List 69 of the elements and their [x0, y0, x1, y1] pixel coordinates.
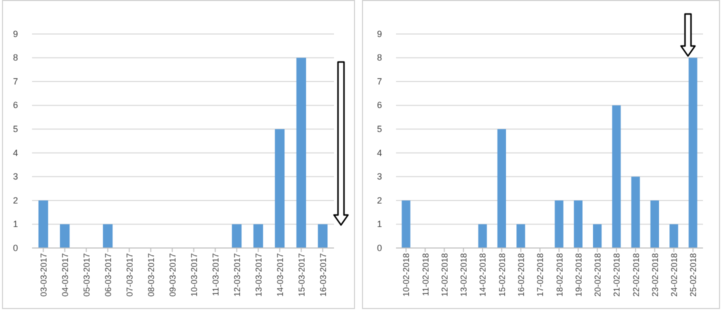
y-tick-label: 5 [12, 124, 18, 134]
bar [650, 200, 660, 248]
x-tick-label: 09-03-2017 [167, 252, 178, 297]
bar [554, 200, 564, 248]
bar [516, 224, 526, 248]
x-tick-label: 12-02-2018 [439, 252, 450, 297]
x-tick-label: 08-03-2017 [146, 252, 156, 297]
bar [60, 224, 70, 248]
x-tick-label: 07-03-2017 [124, 252, 134, 297]
bar [232, 224, 242, 248]
y-tick-label: 0 [376, 242, 382, 253]
x-tick-label: 11-02-2018 [420, 252, 430, 296]
x-tick-label: 17-02-2018 [535, 252, 546, 297]
x-tick-label: 04-03-2017 [60, 252, 70, 297]
y-tick-label: 3 [376, 172, 382, 182]
y-tick-label: 5 [376, 124, 382, 134]
bar [631, 176, 640, 248]
bar [478, 224, 487, 248]
x-tick-label: 19-02-2018 [573, 252, 584, 297]
x-tick-label: 06-03-2017 [102, 252, 113, 297]
bar [318, 224, 328, 248]
bar [612, 105, 621, 248]
y-tick-label: 2 [12, 195, 18, 206]
bar [574, 200, 582, 248]
x-tick-label: 24-02-2018 [669, 252, 680, 297]
y-tick-label: 3 [12, 172, 18, 182]
x-tick-label: 13-02-2018 [458, 252, 469, 297]
y-tick-label: 1 [12, 219, 18, 230]
x-tick-label: 20-02-2018 [592, 252, 602, 297]
bar [296, 58, 306, 248]
x-tick-label: 05-03-2017 [81, 252, 92, 297]
x-tick-label: 18-02-2018 [554, 252, 564, 297]
y-tick-label: 7 [376, 76, 382, 86]
y-tick-label: 7 [12, 76, 18, 86]
x-tick-label: 16-02-2018 [516, 252, 526, 297]
y-tick-label: 6 [376, 100, 382, 110]
bar [497, 129, 506, 248]
x-tick-label: 10-02-2018 [401, 252, 412, 297]
x-tick-label: 16-03-2017 [318, 252, 328, 297]
x-tick-label: 13-03-2017 [253, 252, 264, 297]
y-tick-label: 2 [376, 195, 382, 206]
bar [402, 200, 410, 248]
bar [38, 200, 48, 248]
x-tick-label: 10-03-2017 [188, 252, 199, 297]
y-tick-label: 0 [12, 242, 18, 253]
x-tick-label: 23-02-2018 [650, 252, 660, 297]
y-tick-label: 8 [376, 52, 382, 63]
x-tick-label: 12-03-2017 [232, 252, 242, 297]
y-tick-label: 4 [376, 148, 382, 158]
x-tick-label: 22-02-2018 [630, 252, 641, 297]
x-tick-label: 15-02-2018 [496, 252, 507, 297]
x-tick-label: 11-03-2017 [210, 252, 220, 296]
bar [102, 224, 113, 248]
x-tick-label: 21-02-2018 [612, 252, 622, 297]
bar [274, 129, 285, 248]
bar [593, 224, 602, 248]
x-tick-label: 15-03-2017 [296, 252, 306, 297]
x-tick-label: 25-02-2018 [688, 252, 698, 297]
x-tick-label: 14-02-2018 [478, 252, 488, 297]
y-tick-label: 4 [12, 148, 18, 158]
y-tick-label: 8 [12, 52, 18, 63]
x-tick-label: 03-03-2017 [38, 252, 48, 297]
x-tick-label: 14-03-2017 [274, 252, 285, 297]
bar [670, 224, 678, 248]
y-tick-label: 6 [12, 100, 18, 110]
bar [253, 224, 264, 248]
y-tick-label: 9 [12, 28, 18, 39]
y-tick-label: 1 [376, 219, 382, 230]
y-tick-label: 9 [376, 28, 382, 39]
